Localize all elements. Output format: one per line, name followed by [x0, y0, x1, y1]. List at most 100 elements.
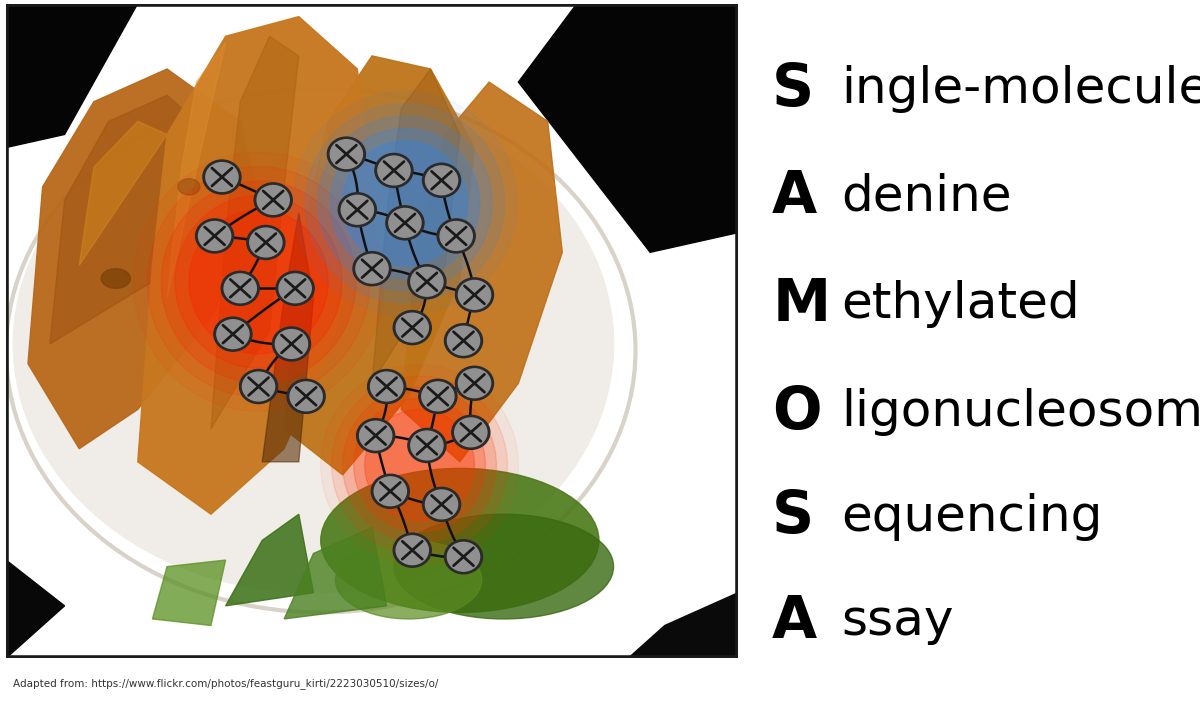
Circle shape: [408, 265, 446, 298]
Circle shape: [224, 274, 257, 303]
Polygon shape: [167, 43, 226, 298]
Circle shape: [257, 186, 289, 214]
Circle shape: [422, 163, 461, 197]
Ellipse shape: [178, 179, 200, 195]
Circle shape: [242, 372, 275, 401]
Polygon shape: [262, 213, 313, 462]
Circle shape: [378, 156, 410, 185]
Circle shape: [374, 477, 407, 505]
Ellipse shape: [365, 410, 474, 521]
Polygon shape: [284, 56, 474, 475]
Circle shape: [458, 369, 491, 398]
Circle shape: [356, 254, 388, 283]
Ellipse shape: [330, 129, 480, 278]
Polygon shape: [6, 4, 138, 148]
Circle shape: [410, 268, 443, 296]
Ellipse shape: [305, 103, 504, 303]
Ellipse shape: [320, 365, 518, 565]
Circle shape: [448, 326, 480, 355]
Text: ingle-molecule: ingle-molecule: [841, 65, 1200, 113]
Text: Adapted from: https://www.flickr.com/photos/feastguru_kirti/2223030510/sizes/o/: Adapted from: https://www.flickr.com/pho…: [13, 678, 439, 689]
Circle shape: [419, 379, 457, 413]
Ellipse shape: [331, 376, 508, 554]
Text: ethylated: ethylated: [841, 280, 1080, 329]
Ellipse shape: [343, 141, 467, 265]
Circle shape: [240, 370, 277, 403]
Circle shape: [444, 324, 482, 358]
Polygon shape: [50, 95, 233, 344]
Circle shape: [437, 219, 475, 253]
Circle shape: [394, 533, 431, 567]
Circle shape: [396, 313, 428, 342]
Circle shape: [426, 490, 457, 519]
Text: denine: denine: [841, 172, 1012, 221]
Ellipse shape: [343, 387, 497, 543]
Circle shape: [408, 429, 446, 463]
Polygon shape: [6, 560, 65, 658]
Circle shape: [330, 139, 362, 168]
Polygon shape: [629, 593, 738, 658]
Polygon shape: [518, 4, 738, 252]
Circle shape: [374, 153, 413, 187]
Circle shape: [276, 271, 314, 306]
Circle shape: [456, 366, 493, 401]
Ellipse shape: [293, 92, 517, 315]
Circle shape: [456, 278, 493, 312]
Circle shape: [371, 474, 409, 508]
Circle shape: [287, 379, 325, 413]
Circle shape: [196, 219, 234, 253]
Text: O: O: [773, 384, 822, 441]
Ellipse shape: [188, 210, 328, 354]
Ellipse shape: [394, 514, 613, 619]
Text: M: M: [773, 276, 830, 333]
Circle shape: [386, 206, 424, 240]
Circle shape: [341, 195, 373, 224]
Text: ligonucleosome: ligonucleosome: [841, 388, 1200, 436]
Ellipse shape: [133, 152, 384, 411]
Circle shape: [217, 320, 250, 348]
Text: A: A: [773, 593, 817, 650]
Circle shape: [410, 431, 443, 460]
Circle shape: [206, 163, 238, 191]
Circle shape: [272, 327, 311, 361]
Polygon shape: [226, 514, 313, 606]
Circle shape: [389, 208, 421, 237]
Ellipse shape: [175, 195, 342, 368]
Circle shape: [221, 271, 259, 306]
Ellipse shape: [161, 181, 356, 382]
Polygon shape: [284, 527, 386, 619]
Circle shape: [280, 274, 311, 303]
Circle shape: [421, 382, 454, 410]
Circle shape: [254, 183, 293, 217]
Text: S: S: [773, 489, 815, 545]
Ellipse shape: [354, 398, 486, 532]
Polygon shape: [372, 69, 460, 383]
Text: ssay: ssay: [841, 597, 954, 646]
Circle shape: [444, 540, 482, 574]
Ellipse shape: [320, 468, 599, 612]
Ellipse shape: [13, 95, 613, 593]
Circle shape: [367, 370, 406, 403]
Circle shape: [250, 228, 282, 257]
Circle shape: [198, 222, 230, 251]
Polygon shape: [79, 121, 167, 265]
Circle shape: [356, 419, 395, 453]
Text: S: S: [773, 61, 815, 118]
Circle shape: [396, 536, 428, 565]
Circle shape: [451, 415, 490, 449]
Circle shape: [371, 372, 403, 401]
Polygon shape: [28, 69, 262, 448]
Polygon shape: [211, 37, 299, 429]
Circle shape: [290, 382, 323, 410]
Polygon shape: [401, 82, 563, 462]
Circle shape: [328, 137, 366, 171]
Circle shape: [448, 542, 480, 571]
Circle shape: [440, 222, 473, 251]
Text: A: A: [773, 168, 817, 225]
Circle shape: [247, 225, 284, 260]
Circle shape: [458, 280, 491, 309]
Circle shape: [203, 160, 241, 194]
Polygon shape: [152, 560, 226, 625]
Circle shape: [394, 310, 431, 345]
Circle shape: [360, 421, 391, 450]
